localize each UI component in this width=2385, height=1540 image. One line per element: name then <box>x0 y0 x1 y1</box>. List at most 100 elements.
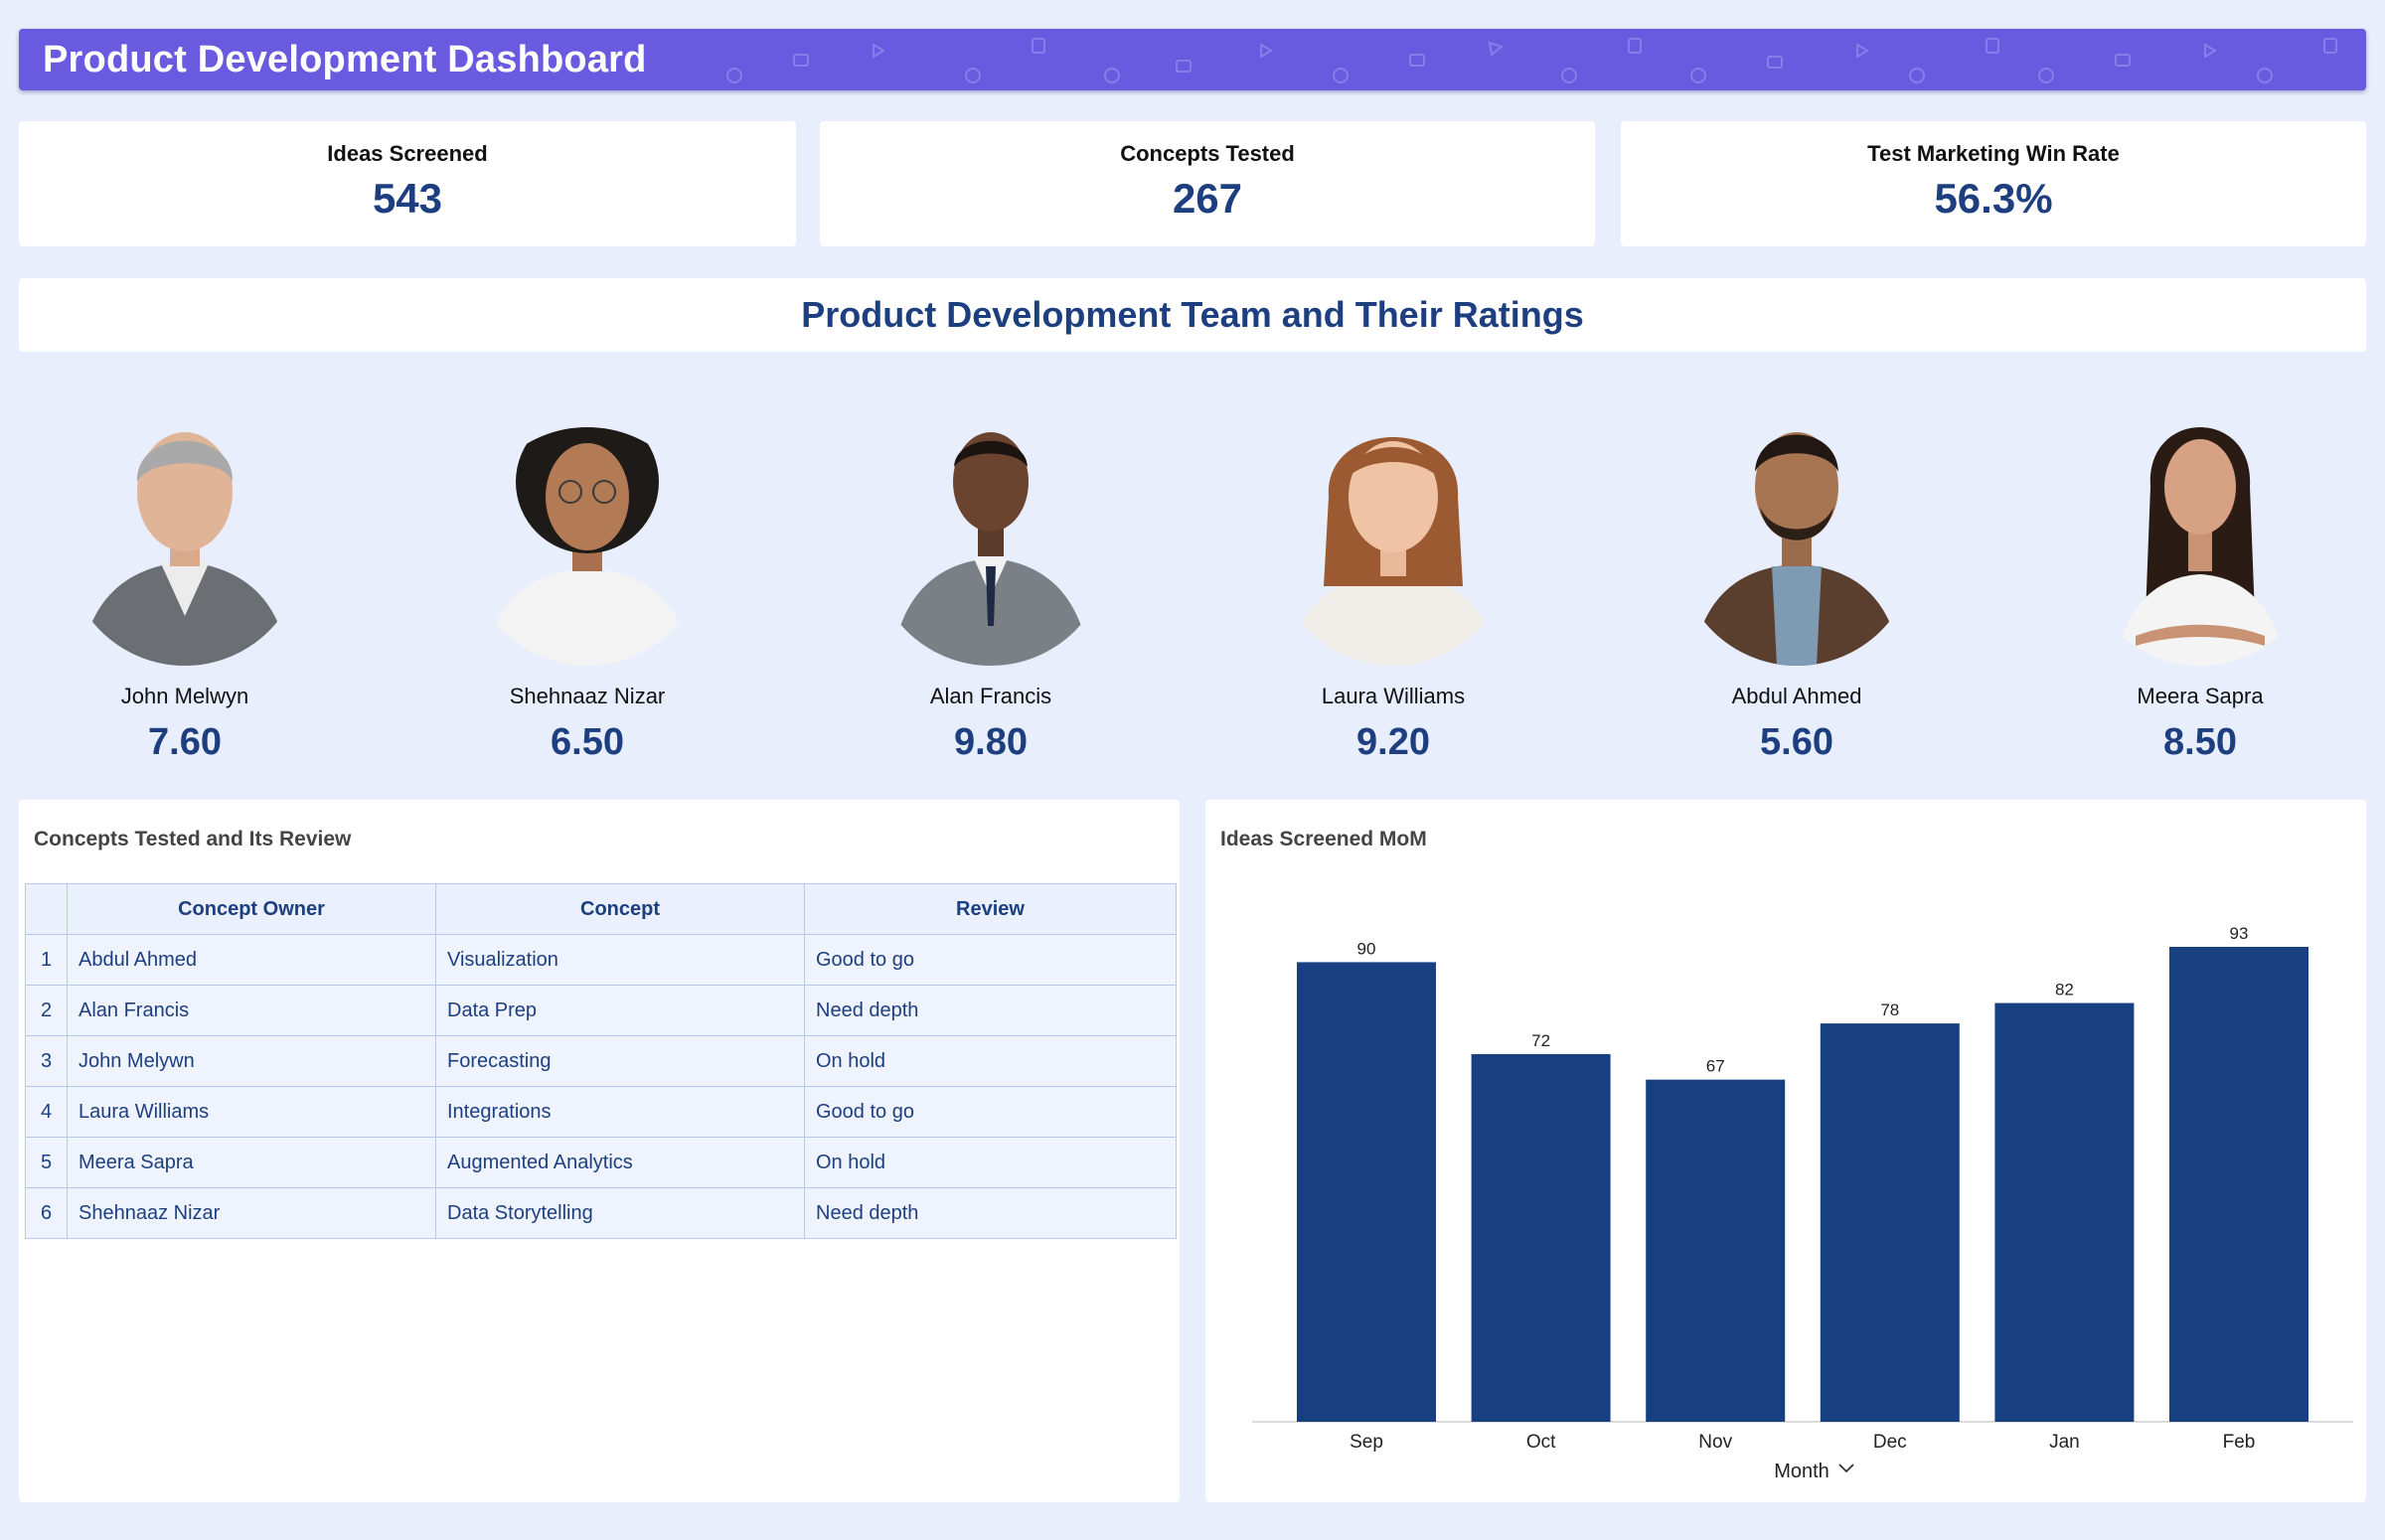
x-tick-label: Nov <box>1698 1432 1732 1453</box>
bar-oct[interactable] <box>1471 1053 1611 1422</box>
kpi-label: Test Marketing Win Rate <box>1867 141 2120 166</box>
cell-review: On hold <box>804 1035 1177 1087</box>
team-section-header: Product Development Team and Their Ratin… <box>19 278 2366 352</box>
member-rating: 6.50 <box>551 721 624 763</box>
kpi-label: Ideas Screened <box>327 141 488 166</box>
data-label: 82 <box>2055 981 2074 1000</box>
cell-concept-owner: Laura Williams <box>67 1086 436 1138</box>
row-index: 5 <box>25 1137 68 1188</box>
member-name: Meera Sapra <box>2137 684 2264 708</box>
team-member-card: John Melwyn 7.60 <box>36 387 334 764</box>
ideas-chart-panel: Ideas Screened MoM 90 Sep 72 Oct 67 Nov 78 Dec 8… <box>1205 800 2366 1502</box>
data-label: 67 <box>1706 1057 1725 1076</box>
kpi-value: 543 <box>372 175 443 222</box>
cell-review: Good to go <box>804 1086 1177 1138</box>
member-rating: 9.80 <box>954 721 1028 763</box>
panel-title: Ideas Screened MoM <box>1220 828 1427 850</box>
cell-review: Need depth <box>804 1187 1177 1239</box>
member-rating: 7.60 <box>148 721 222 763</box>
cell-concept-owner: Abdul Ahmed <box>67 934 436 986</box>
kpi-label: Concepts Tested <box>1120 141 1295 166</box>
row-index: 1 <box>25 934 68 986</box>
dashboard-header: Product Development Dashboard <box>19 29 2366 90</box>
cell-concept-owner: Shehnaaz Nizar <box>67 1187 436 1239</box>
team-member-card: Alan Francis 9.80 <box>842 387 1140 764</box>
header-pattern <box>726 38 2337 83</box>
bar-dec[interactable] <box>1820 1023 1960 1422</box>
data-label: 78 <box>1880 1001 1899 1019</box>
column-header-review[interactable]: Review <box>804 883 1177 935</box>
team-member-card: Shehnaaz Nizar 6.50 <box>438 387 736 764</box>
ideas-screened-bar-chart: 90 Sep 72 Oct 67 Nov 78 Dec 82 Jan 93 Feb Month <box>1252 924 2353 1482</box>
kpi-card-ideas-screened: Ideas Screened 543 <box>19 121 796 246</box>
column-header-concept[interactable]: Concept <box>435 883 805 935</box>
row-index-header <box>25 883 68 935</box>
team-section-title: Product Development Team and Their Ratin… <box>801 294 1584 335</box>
page-title: Product Development Dashboard <box>43 39 647 80</box>
avatar <box>1677 427 1916 666</box>
x-tick-label: Sep <box>1350 1432 1383 1453</box>
team-member-card: Laura Williams 9.20 <box>1244 387 1542 764</box>
kpi-value: 267 <box>1172 175 1243 222</box>
table-row[interactable]: 5 Meera Sapra Augmented Analytics On hol… <box>25 1137 1177 1188</box>
member-rating: 5.60 <box>1760 721 1833 763</box>
x-tick-label: Dec <box>1873 1432 1907 1453</box>
data-label: 93 <box>2230 924 2249 943</box>
bar-jan[interactable] <box>1994 1002 2135 1422</box>
team-member-card: Abdul Ahmed 5.60 <box>1648 387 1946 764</box>
member-name: Alan Francis <box>929 684 1052 708</box>
table-row[interactable]: 6 Shehnaaz Nizar Data Storytelling Need … <box>25 1187 1177 1239</box>
x-tick-label: Jan <box>2049 1432 2080 1453</box>
x-tick-label: Feb <box>2223 1432 2256 1453</box>
row-index: 3 <box>25 1035 68 1087</box>
concepts-table-panel: Concepts Tested and Its Review Concept O… <box>19 800 1180 1502</box>
table-row[interactable]: 4 Laura Williams Integrations Good to go <box>25 1086 1177 1138</box>
avatar <box>872 427 1110 666</box>
chevron-down-icon[interactable] <box>1838 1463 1854 1473</box>
panel-title: Concepts Tested and Its Review <box>34 828 352 850</box>
kpi-card-concepts-tested: Concepts Tested 267 <box>820 121 1595 246</box>
member-rating: 9.20 <box>1356 721 1430 763</box>
row-index: 4 <box>25 1086 68 1138</box>
kpi-card-win-rate: Test Marketing Win Rate 56.3% <box>1621 121 2366 246</box>
cell-review: On hold <box>804 1137 1177 1188</box>
column-header-concept-owner[interactable]: Concept Owner <box>67 883 436 935</box>
concepts-table-wrapper: Concept Owner Concept Review 1 Abdul Ahm… <box>25 883 1177 1239</box>
cell-concept: Augmented Analytics <box>435 1137 805 1188</box>
avatar <box>2081 427 2319 666</box>
cell-concept-owner: Alan Francis <box>67 985 436 1036</box>
x-axis-label[interactable]: Month <box>1774 1461 1829 1482</box>
cell-concept: Integrations <box>435 1086 805 1138</box>
cell-concept: Visualization <box>435 934 805 986</box>
team-member-card: Meera Sapra 8.50 <box>2051 387 2349 764</box>
table-row[interactable]: 2 Alan Francis Data Prep Need depth <box>25 985 1177 1036</box>
kpi-value: 56.3% <box>1934 175 2053 222</box>
bar-sep[interactable] <box>1297 962 1436 1422</box>
cell-review: Good to go <box>804 934 1177 986</box>
member-name: Abdul Ahmed <box>1731 684 1862 708</box>
avatar <box>468 427 707 666</box>
row-index: 6 <box>25 1187 68 1239</box>
avatar <box>66 427 304 666</box>
bar-feb[interactable] <box>2169 947 2308 1422</box>
cell-concept-owner: Meera Sapra <box>67 1137 436 1188</box>
member-name: John Melwyn <box>120 684 249 708</box>
data-label: 90 <box>1357 939 1376 958</box>
data-label: 72 <box>1531 1031 1550 1050</box>
row-index: 2 <box>25 985 68 1036</box>
member-rating: 8.50 <box>2163 721 2237 763</box>
cell-review: Need depth <box>804 985 1177 1036</box>
cell-concept: Forecasting <box>435 1035 805 1087</box>
table-header-row: Concept Owner Concept Review <box>25 883 1177 935</box>
concepts-table: Concept Owner Concept Review 1 Abdul Ahm… <box>25 883 1177 1239</box>
table-row[interactable]: 3 John Melywn Forecasting On hold <box>25 1035 1177 1087</box>
member-name: Laura Williams <box>1321 684 1466 708</box>
x-tick-label: Oct <box>1526 1432 1556 1453</box>
cell-concept: Data Prep <box>435 985 805 1036</box>
cell-concept-owner: John Melywn <box>67 1035 436 1087</box>
cell-concept: Data Storytelling <box>435 1187 805 1239</box>
member-name: Shehnaaz Nizar <box>509 684 666 708</box>
avatar <box>1274 427 1512 666</box>
bar-nov[interactable] <box>1646 1079 1786 1422</box>
table-row[interactable]: 1 Abdul Ahmed Visualization Good to go <box>25 934 1177 986</box>
